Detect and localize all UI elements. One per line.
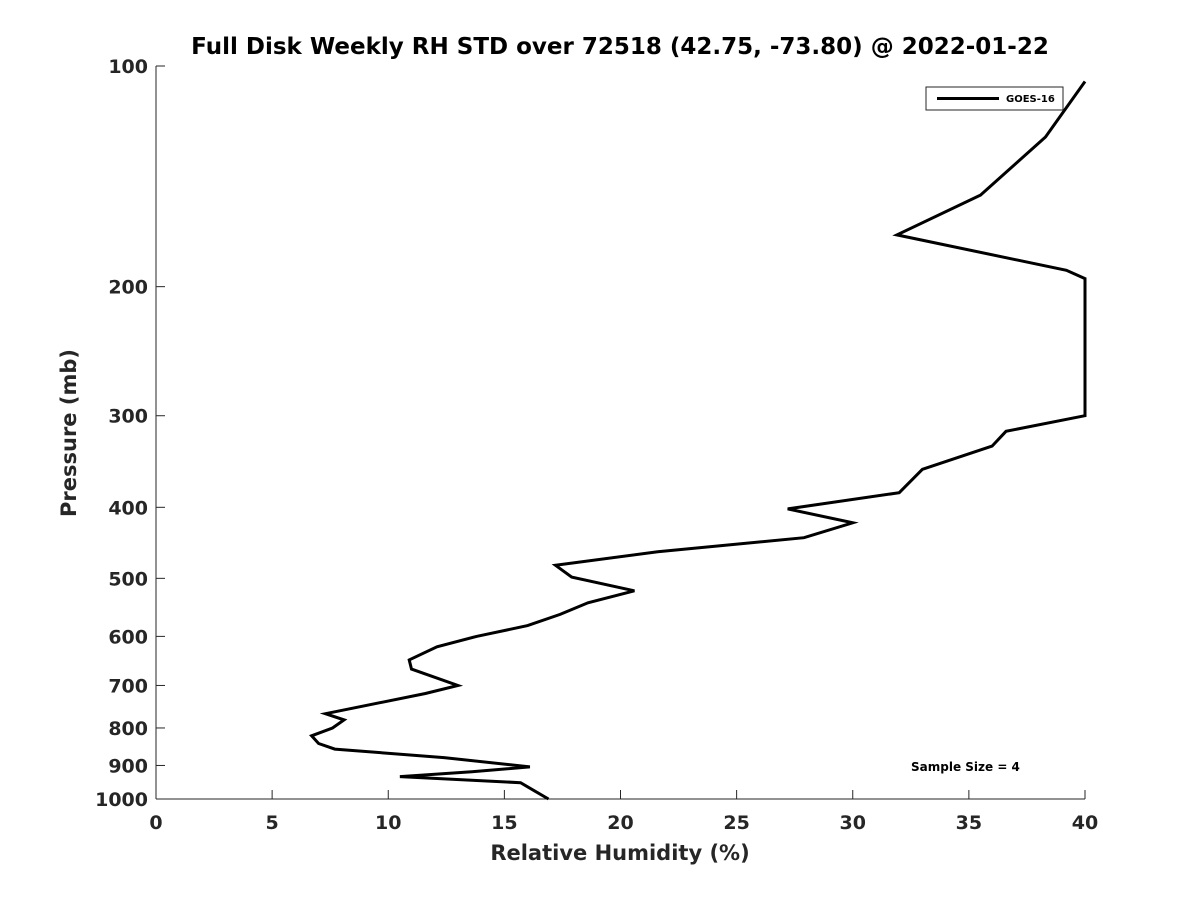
legend: GOES-16	[925, 86, 1064, 111]
y-tick-label: 300	[108, 406, 148, 428]
y-tick-label: 500	[108, 568, 148, 590]
chart-title: Full Disk Weekly RH STD over 72518 (42.7…	[191, 34, 1049, 60]
x-tick-label: 20	[607, 812, 633, 834]
x-tick-label: 40	[1072, 812, 1098, 834]
y-tick-label: 1000	[95, 789, 148, 811]
y-tick-label: 200	[108, 277, 148, 299]
y-tick-label: 900	[108, 755, 148, 777]
y-tick-label: 700	[108, 675, 148, 697]
sample-size-annotation: Sample Size = 4	[911, 760, 1020, 774]
y-axis-ticks: 100 200 300 400 500 600 700 800 900 1000	[95, 56, 165, 811]
x-axis-title: Relative Humidity (%)	[490, 841, 749, 865]
y-axis-title: Pressure (mb)	[57, 349, 81, 517]
x-tick-label: 5	[266, 812, 279, 834]
legend-label: GOES-16	[1006, 94, 1055, 105]
y-tick-label: 800	[108, 718, 148, 740]
x-axis-ticks: 0 5 10 15 20 25 30 35 40	[149, 790, 1098, 834]
y-tick-label: 400	[108, 497, 148, 519]
series-layer	[308, 80, 1087, 801]
plot-area	[156, 66, 1085, 799]
y-tick-label: 100	[108, 56, 148, 78]
y-tick-label: 600	[108, 626, 148, 648]
x-tick-label: 25	[723, 812, 749, 834]
x-tick-label: 10	[375, 812, 401, 834]
x-tick-label: 30	[840, 812, 866, 834]
series-line	[308, 80, 1087, 801]
x-tick-label: 15	[491, 812, 517, 834]
x-tick-label: 35	[956, 812, 982, 834]
x-tick-label: 0	[149, 812, 162, 834]
